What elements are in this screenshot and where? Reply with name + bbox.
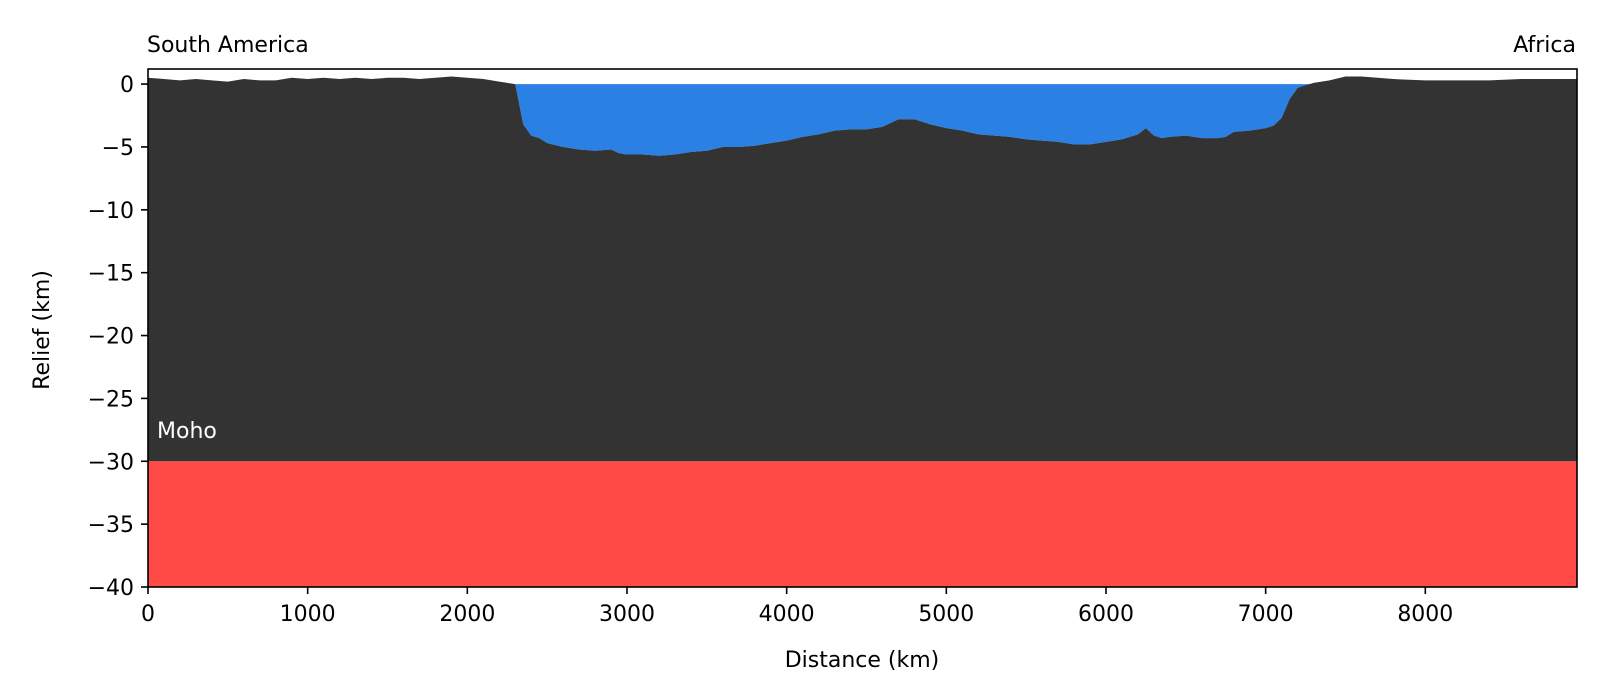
x-axis-label: Distance (km) [785, 648, 940, 673]
y-tick-label: −30 [88, 450, 134, 475]
x-tick-label: 8000 [1397, 602, 1453, 627]
plot-area [148, 76, 1577, 587]
y-tick-label: −10 [88, 199, 134, 224]
ocean-area [148, 84, 1577, 156]
y-tick-label: −20 [88, 325, 134, 350]
x-tick-label: 3000 [599, 602, 655, 627]
right-side-label: Africa [1513, 33, 1576, 58]
plot-frame [147, 68, 1578, 588]
y-tick-label: −35 [88, 513, 134, 538]
left-side-label: South America [147, 33, 309, 58]
x-tick-label: 7000 [1238, 602, 1294, 627]
y-tick-label: −5 [102, 136, 134, 161]
y-tick-label: −15 [88, 262, 134, 287]
x-tick-label: 6000 [1078, 602, 1134, 627]
y-tick-label: −25 [88, 387, 134, 412]
y-tick-label: −40 [88, 576, 134, 601]
x-tick-label: 1000 [280, 602, 336, 627]
y-axis-label: Relief (km) [30, 270, 55, 390]
crust-area [148, 76, 1577, 462]
x-tick-label: 2000 [439, 602, 495, 627]
mantle-area [148, 461, 1577, 587]
axis-ticks: 0 1000 2000 3000 4000 5000 6000 7000 8000 0 −5 −10 −… [88, 73, 1454, 627]
x-tick-label: 0 [141, 602, 155, 627]
x-tick-label: 5000 [918, 602, 974, 627]
x-tick-label: 4000 [759, 602, 815, 627]
y-tick-label: 0 [120, 73, 134, 98]
moho-label: Moho [157, 419, 217, 444]
